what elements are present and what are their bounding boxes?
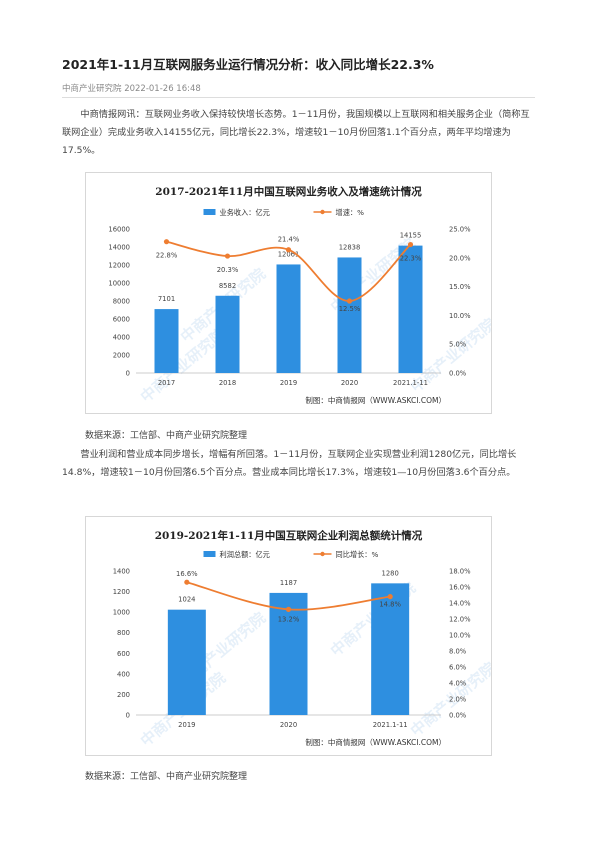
bar-value-label: 12061 bbox=[278, 250, 300, 258]
y-left-tick-label: 16000 bbox=[108, 226, 130, 234]
y-right-tick-label: 2.0% bbox=[449, 696, 467, 704]
line-point bbox=[346, 298, 353, 304]
bar bbox=[337, 257, 362, 373]
y-left-tick-label: 12000 bbox=[108, 262, 130, 270]
chart-revenue-svg: 中商产业研究院中商产业研究院中商产业研究院中商产业研究院2017-2021年11… bbox=[108, 185, 491, 406]
x-tick-label: 2019 bbox=[178, 721, 195, 729]
chart-credit: 制图：中商情报网（WWW.ASKCI.COM） bbox=[305, 737, 446, 747]
bar-value-label: 1280 bbox=[382, 569, 399, 577]
line-value-label: 20.3% bbox=[217, 266, 239, 274]
chart-revenue: 中商产业研究院中商产业研究院中商产业研究院中商产业研究院2017-2021年11… bbox=[85, 172, 492, 414]
y-right-tick-label: 15.0% bbox=[449, 283, 471, 291]
source-note-1: 数据来源：工信部、中商产业研究院整理 bbox=[85, 431, 248, 441]
line-point bbox=[163, 239, 170, 245]
line-value-label: 12.5% bbox=[339, 305, 361, 313]
y-right-tick-label: 16.0% bbox=[449, 584, 471, 592]
bar-value-label: 1187 bbox=[280, 579, 297, 587]
y-right-tick-label: 14.0% bbox=[449, 600, 471, 608]
y-left-tick-label: 0 bbox=[126, 712, 130, 720]
chart-profit-svg: 中商产业研究院中商产业研究院中商产业研究院中商产业研究院2019-2021年1-… bbox=[113, 529, 491, 750]
y-left-tick-label: 200 bbox=[117, 691, 130, 699]
title-divider bbox=[62, 97, 535, 98]
y-left-tick-label: 8000 bbox=[113, 298, 130, 306]
line-value-label: 14.8% bbox=[379, 601, 401, 609]
bar-value-label: 8582 bbox=[219, 282, 236, 290]
bar-value-label: 1024 bbox=[178, 596, 195, 604]
line-point bbox=[285, 247, 292, 253]
bar-value-label: 14155 bbox=[400, 232, 422, 240]
x-tick-label: 2019 bbox=[280, 379, 297, 387]
line-value-label: 16.6% bbox=[176, 570, 198, 578]
x-tick-label: 2017 bbox=[158, 379, 175, 387]
x-tick-label: 2018 bbox=[219, 379, 236, 387]
y-left-tick-label: 1000 bbox=[113, 609, 130, 617]
legend-bar-label: 业务收入：亿元 bbox=[220, 208, 270, 217]
y-right-tick-label: 20.0% bbox=[449, 254, 471, 262]
y-left-tick-label: 10000 bbox=[108, 280, 130, 288]
y-left-tick-label: 800 bbox=[117, 629, 130, 637]
source-note-2: 数据来源：工信部、中商产业研究院整理 bbox=[85, 772, 248, 782]
bar bbox=[398, 245, 423, 373]
legend-line-marker bbox=[320, 209, 325, 215]
article-meta: 中商产业研究院 2022-01-26 16:48 bbox=[62, 84, 201, 94]
chart-profit: 中商产业研究院中商产业研究院中商产业研究院中商产业研究院2019-2021年1-… bbox=[85, 516, 492, 756]
line-point bbox=[285, 606, 292, 612]
y-right-tick-label: 12.0% bbox=[449, 616, 471, 624]
y-left-tick-label: 0 bbox=[126, 370, 130, 378]
bar bbox=[167, 609, 206, 715]
line-value-label: 13.2% bbox=[278, 615, 300, 623]
y-right-tick-label: 5.0% bbox=[449, 341, 467, 349]
y-left-tick-label: 600 bbox=[117, 650, 130, 658]
y-right-tick-label: 0.0% bbox=[449, 370, 467, 378]
x-tick-label: 2020 bbox=[280, 721, 297, 729]
y-left-tick-label: 4000 bbox=[113, 334, 130, 342]
article-title: 2021年1-11月互联网服务业运行情况分析：收入同比增长22.3% bbox=[62, 57, 434, 72]
y-left-tick-label: 400 bbox=[117, 670, 130, 678]
y-right-tick-label: 0.0% bbox=[449, 712, 467, 720]
bar bbox=[269, 592, 308, 715]
y-right-tick-label: 10.0% bbox=[449, 312, 471, 320]
line-value-label: 21.4% bbox=[278, 236, 300, 244]
y-right-tick-label: 6.0% bbox=[449, 664, 467, 672]
chart-credit: 制图：中商情报网（WWW.ASKCI.COM） bbox=[305, 395, 446, 405]
legend-bar-swatch bbox=[203, 209, 216, 215]
y-right-tick-label: 25.0% bbox=[449, 226, 471, 234]
y-left-tick-label: 1200 bbox=[113, 588, 130, 596]
y-left-tick-label: 1400 bbox=[113, 568, 130, 576]
legend-bar-label: 利润总额：亿元 bbox=[220, 550, 270, 559]
y-right-tick-label: 10.0% bbox=[449, 632, 471, 640]
legend-line-label: 增速：% bbox=[336, 208, 365, 217]
line-point bbox=[387, 594, 393, 600]
bar-value-label: 7101 bbox=[158, 295, 175, 303]
chart-title: 2017-2021年11月中国互联网业务收入及增速统计情况 bbox=[155, 185, 422, 198]
paragraph-2: 营业利润和营业成本同步增长，增幅有所回落。1－11月份，互联网企业实现营业利润1… bbox=[62, 449, 517, 478]
legend-line-label: 同比增长：% bbox=[336, 550, 379, 559]
bar bbox=[215, 295, 240, 373]
bar bbox=[371, 583, 410, 715]
line-value-label: 22.8% bbox=[156, 252, 178, 260]
x-tick-label: 2021.1-11 bbox=[373, 721, 408, 729]
bar bbox=[276, 264, 301, 373]
y-right-tick-label: 8.0% bbox=[449, 648, 467, 656]
x-tick-label: 2020 bbox=[341, 379, 358, 387]
legend-line-marker bbox=[320, 551, 325, 557]
chart-title: 2019-2021年1-11月中国互联网企业利润总额统计情况 bbox=[155, 529, 423, 542]
line-point bbox=[224, 253, 231, 259]
y-right-tick-label: 18.0% bbox=[449, 568, 471, 576]
paragraph-1: 中商情报网讯：互联网业务收入保持较快增长态势。1－11月份，我国规模以上互联网和… bbox=[62, 109, 530, 156]
line-value-label: 22.3% bbox=[400, 255, 422, 263]
line-point bbox=[184, 579, 190, 585]
y-left-tick-label: 2000 bbox=[113, 352, 130, 360]
bar bbox=[154, 309, 179, 373]
x-tick-label: 2021.1-11 bbox=[393, 379, 428, 387]
y-right-tick-label: 4.0% bbox=[449, 680, 467, 688]
growth-line bbox=[166, 240, 412, 302]
y-left-tick-label: 14000 bbox=[108, 244, 130, 252]
line-point bbox=[407, 241, 414, 248]
bar-value-label: 12838 bbox=[339, 243, 361, 251]
legend-bar-swatch bbox=[203, 551, 216, 557]
y-left-tick-label: 6000 bbox=[113, 316, 130, 324]
